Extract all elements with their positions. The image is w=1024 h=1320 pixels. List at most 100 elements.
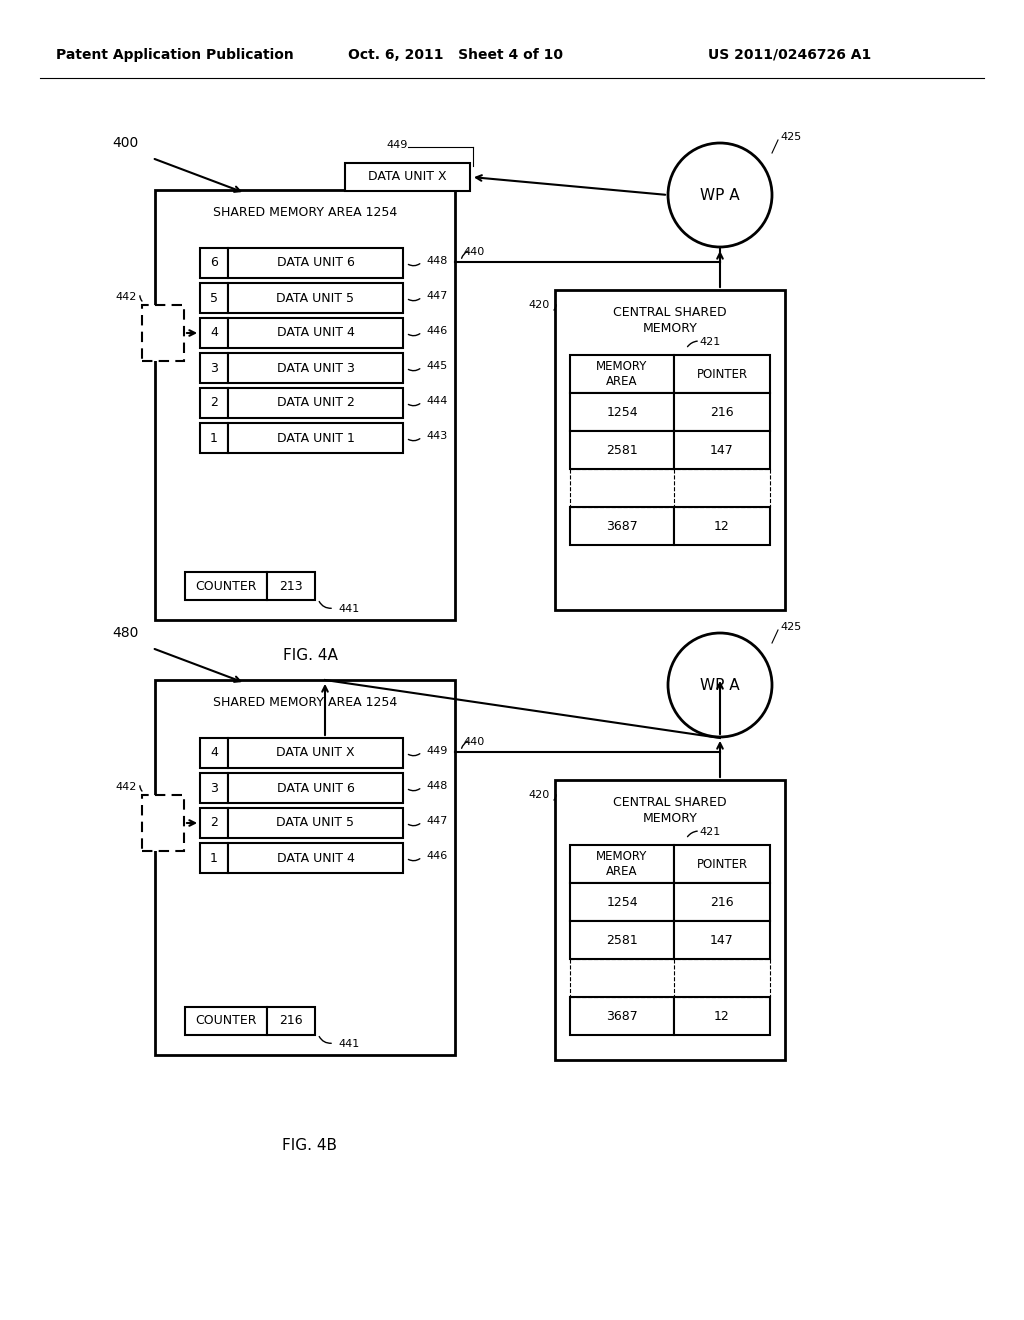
Bar <box>200 774 228 803</box>
Text: 216: 216 <box>280 1015 303 1027</box>
Text: COUNTER: COUNTER <box>196 1015 257 1027</box>
Bar <box>200 248 228 279</box>
Bar <box>555 780 785 1060</box>
Text: SHARED MEMORY AREA 1254: SHARED MEMORY AREA 1254 <box>213 206 397 219</box>
Text: MEMORY: MEMORY <box>643 812 697 825</box>
Text: 3687: 3687 <box>606 1010 638 1023</box>
Text: 447: 447 <box>426 290 447 301</box>
Text: CENTRAL SHARED: CENTRAL SHARED <box>613 305 727 318</box>
Text: 2581: 2581 <box>606 444 638 457</box>
Text: DATA UNIT 4: DATA UNIT 4 <box>276 851 354 865</box>
Text: 442: 442 <box>116 781 137 792</box>
Text: DATA UNIT 1: DATA UNIT 1 <box>276 432 354 445</box>
Text: SHARED MEMORY AREA 1254: SHARED MEMORY AREA 1254 <box>213 696 397 709</box>
Bar <box>228 774 403 803</box>
Bar <box>228 352 403 383</box>
Text: 440: 440 <box>463 737 484 747</box>
Text: 441: 441 <box>338 605 359 614</box>
Bar <box>674 507 770 545</box>
Bar <box>228 282 403 313</box>
Text: DATA UNIT X: DATA UNIT X <box>276 747 354 759</box>
Bar <box>200 738 228 768</box>
Text: 3: 3 <box>210 362 218 375</box>
Bar <box>674 883 770 921</box>
Bar <box>267 1007 315 1035</box>
Bar <box>570 845 674 883</box>
Bar <box>200 318 228 348</box>
Bar <box>570 883 674 921</box>
Text: 216: 216 <box>711 895 734 908</box>
Text: 216: 216 <box>711 405 734 418</box>
Bar <box>570 393 674 432</box>
Bar <box>185 572 267 601</box>
Text: 4: 4 <box>210 747 218 759</box>
Bar <box>555 290 785 610</box>
Bar <box>155 190 455 620</box>
Bar <box>228 388 403 418</box>
Text: 420: 420 <box>528 789 550 800</box>
Text: 2: 2 <box>210 396 218 409</box>
Text: DATA UNIT 3: DATA UNIT 3 <box>276 362 354 375</box>
Text: 12: 12 <box>714 1010 730 1023</box>
Text: 2581: 2581 <box>606 933 638 946</box>
Text: 3687: 3687 <box>606 520 638 532</box>
Bar <box>185 1007 267 1035</box>
Bar <box>228 318 403 348</box>
Text: 448: 448 <box>426 256 447 267</box>
Text: Patent Application Publication: Patent Application Publication <box>56 48 294 62</box>
Bar <box>674 845 770 883</box>
Text: 1254: 1254 <box>606 405 638 418</box>
Text: 440: 440 <box>463 247 484 257</box>
Text: 442: 442 <box>116 292 137 302</box>
Text: DATA UNIT 4: DATA UNIT 4 <box>276 326 354 339</box>
Bar <box>228 248 403 279</box>
Text: POINTER: POINTER <box>696 858 748 870</box>
Text: 449: 449 <box>387 140 409 150</box>
Text: 446: 446 <box>426 851 447 861</box>
Bar <box>200 352 228 383</box>
Text: 12: 12 <box>714 520 730 532</box>
Text: WP A: WP A <box>700 677 739 693</box>
Text: MEMORY
AREA: MEMORY AREA <box>596 850 648 878</box>
Text: POINTER: POINTER <box>696 367 748 380</box>
Bar <box>200 843 228 873</box>
Text: DATA UNIT 6: DATA UNIT 6 <box>276 781 354 795</box>
Text: 400: 400 <box>112 136 138 150</box>
Text: 213: 213 <box>280 579 303 593</box>
Text: 425: 425 <box>780 132 801 143</box>
Bar <box>200 422 228 453</box>
Bar <box>674 432 770 469</box>
Bar <box>228 738 403 768</box>
Text: 420: 420 <box>528 300 550 310</box>
Bar <box>142 305 184 360</box>
Bar <box>155 680 455 1055</box>
Text: FIG. 4A: FIG. 4A <box>283 648 338 663</box>
Bar <box>228 422 403 453</box>
Bar <box>570 997 674 1035</box>
Bar <box>674 997 770 1035</box>
Text: 425: 425 <box>780 622 801 632</box>
Bar <box>200 282 228 313</box>
Text: 445: 445 <box>426 360 447 371</box>
Text: MEMORY: MEMORY <box>643 322 697 334</box>
Text: DATA UNIT 6: DATA UNIT 6 <box>276 256 354 269</box>
Text: 448: 448 <box>426 781 447 791</box>
Text: US 2011/0246726 A1: US 2011/0246726 A1 <box>709 48 871 62</box>
Bar <box>674 393 770 432</box>
Text: 5: 5 <box>210 292 218 305</box>
Text: 1: 1 <box>210 851 218 865</box>
Text: MEMORY
AREA: MEMORY AREA <box>596 360 648 388</box>
Bar <box>570 355 674 393</box>
Text: DATA UNIT X: DATA UNIT X <box>369 170 446 183</box>
Bar <box>142 795 184 851</box>
Text: 3: 3 <box>210 781 218 795</box>
Bar <box>570 432 674 469</box>
Text: 441: 441 <box>338 1039 359 1049</box>
Text: 1: 1 <box>210 432 218 445</box>
Text: 6: 6 <box>210 256 218 269</box>
Bar <box>674 921 770 960</box>
Text: 1254: 1254 <box>606 895 638 908</box>
Text: 447: 447 <box>426 816 447 826</box>
Bar <box>200 388 228 418</box>
Text: 480: 480 <box>112 626 138 640</box>
